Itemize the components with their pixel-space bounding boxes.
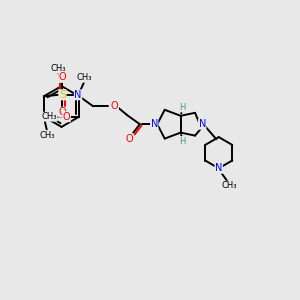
Text: O: O — [58, 107, 66, 117]
Text: O: O — [111, 101, 119, 111]
Text: CH₃: CH₃ — [42, 112, 57, 121]
Text: CH₃: CH₃ — [51, 64, 66, 73]
Text: O: O — [58, 72, 66, 82]
Text: CH₃: CH₃ — [221, 181, 237, 190]
Text: CH₃: CH₃ — [39, 130, 55, 140]
Text: N: N — [215, 163, 222, 173]
Text: CH₃: CH₃ — [76, 73, 92, 82]
Text: O: O — [125, 134, 133, 144]
Text: N: N — [199, 119, 206, 129]
Text: N: N — [74, 90, 82, 100]
Text: N: N — [151, 119, 158, 129]
Text: H: H — [179, 103, 186, 112]
Text: O: O — [63, 112, 70, 122]
Text: S: S — [59, 90, 66, 100]
Text: H: H — [179, 136, 186, 146]
